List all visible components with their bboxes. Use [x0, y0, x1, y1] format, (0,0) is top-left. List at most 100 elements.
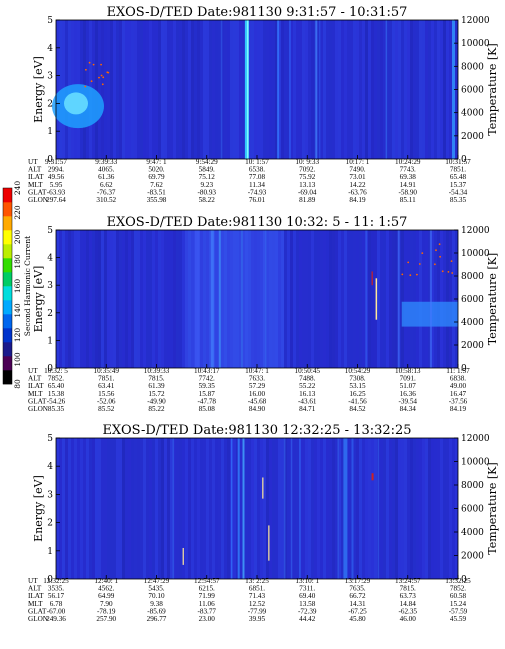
- texture-column: [317, 438, 320, 579]
- y-axis-label: Energy [eV]: [32, 266, 45, 333]
- flux-dot: [450, 260, 453, 262]
- texture-column: [353, 230, 356, 368]
- texture-column: [149, 438, 152, 579]
- table-cell: 9:31:57: [45, 158, 67, 166]
- panel-2: EXOS-D/TED Date:981130 10:32: 5 - 11: 1:…: [28, 215, 499, 413]
- texture-column: [332, 20, 335, 159]
- texture-column: [272, 438, 275, 579]
- texture-column: [266, 230, 269, 368]
- texture-column: [305, 438, 308, 579]
- table-row-label: UT: [28, 367, 38, 375]
- texture-column: [350, 230, 353, 368]
- texture-column: [140, 438, 143, 579]
- table-cell: 13:24:57: [395, 577, 421, 585]
- texture-column: [197, 20, 200, 159]
- flux-dot: [100, 63, 102, 66]
- table-cell: 6838.: [450, 375, 466, 383]
- texture-column: [275, 230, 278, 368]
- heatmap-texture: [56, 438, 458, 579]
- texture-column: [248, 230, 251, 368]
- texture-column: [440, 230, 443, 368]
- texture-column: [104, 20, 107, 159]
- texture-column: [386, 230, 389, 368]
- table-cell: 16.13: [299, 390, 316, 398]
- table-cell: 257.90: [96, 615, 116, 623]
- texture-column: [131, 230, 134, 368]
- texture-column: [308, 20, 311, 159]
- texture-column: [170, 438, 173, 579]
- texture-column: [221, 230, 224, 368]
- texture-column: [263, 20, 266, 159]
- texture-column: [134, 20, 137, 159]
- texture-column: [155, 230, 158, 368]
- flux-dot: [407, 261, 410, 264]
- y2-tick-label: 6000: [461, 295, 484, 305]
- table-cell: -63.76: [348, 188, 367, 196]
- table-cell: -63.93: [47, 188, 66, 196]
- texture-column: [185, 230, 188, 368]
- texture-column: [410, 20, 413, 159]
- table-cell: -58.90: [398, 188, 417, 196]
- texture-column: [305, 20, 308, 159]
- texture-column: [251, 438, 254, 579]
- table-cell: 60.58: [450, 592, 467, 600]
- table-row-label: ALT: [28, 166, 42, 174]
- texture-column: [122, 230, 125, 368]
- flux-dot: [401, 273, 404, 276]
- table-cell: 13: 2:25: [245, 577, 269, 585]
- colorbar-tick-label: 240: [13, 181, 22, 196]
- flux-dot: [441, 270, 444, 273]
- data-streak: [299, 438, 301, 579]
- table-cell: 65.48: [450, 173, 467, 181]
- texture-column: [407, 438, 410, 579]
- y-axis-label: Energy [eV]: [32, 56, 45, 123]
- texture-column: [440, 438, 443, 579]
- texture-column: [128, 438, 131, 579]
- y2-axis-label: Temperature [K]: [486, 43, 499, 135]
- texture-column: [125, 230, 128, 368]
- texture-column: [119, 438, 122, 579]
- texture-column: [134, 230, 137, 368]
- colorbar-swatch: [3, 258, 12, 273]
- texture-column: [377, 20, 380, 159]
- temperature-marker: [371, 473, 374, 481]
- texture-column: [173, 230, 176, 368]
- texture-column: [335, 230, 338, 368]
- texture-column: [332, 230, 335, 368]
- texture-column: [368, 230, 371, 368]
- high-temp-band: [401, 301, 458, 327]
- texture-column: [275, 20, 278, 159]
- flux-dot: [85, 68, 87, 71]
- texture-column: [233, 20, 236, 159]
- table-cell: 7743.: [400, 166, 416, 174]
- texture-column: [164, 438, 167, 579]
- texture-column: [356, 438, 359, 579]
- table-cell: -39.54: [398, 397, 417, 405]
- table-row-label: GLAT: [28, 397, 47, 405]
- table-cell: 12.52: [249, 600, 266, 608]
- y-tick-label: 5: [47, 434, 53, 444]
- texture-column: [320, 230, 323, 368]
- table-cell: 6851.: [249, 585, 265, 593]
- texture-column: [341, 438, 344, 579]
- texture-column: [161, 20, 164, 159]
- texture-column: [329, 20, 332, 159]
- texture-column: [389, 20, 392, 159]
- texture-column: [77, 230, 80, 368]
- texture-column: [320, 438, 323, 579]
- texture-column: [140, 230, 143, 368]
- texture-column: [137, 230, 140, 368]
- texture-column: [212, 438, 215, 579]
- table-cell: 11: 1:57: [446, 367, 470, 375]
- y-tick-label: 5: [47, 16, 53, 26]
- table-cell: 84.19: [349, 196, 366, 204]
- texture-column: [425, 20, 428, 159]
- texture-column: [62, 438, 65, 579]
- table-cell: -67.25: [348, 607, 367, 615]
- texture-column: [110, 20, 113, 159]
- texture-column: [179, 20, 182, 159]
- texture-column: [377, 230, 380, 368]
- texture-column: [182, 438, 185, 579]
- data-streak: [283, 438, 286, 579]
- table-row-label: GLON: [28, 196, 49, 204]
